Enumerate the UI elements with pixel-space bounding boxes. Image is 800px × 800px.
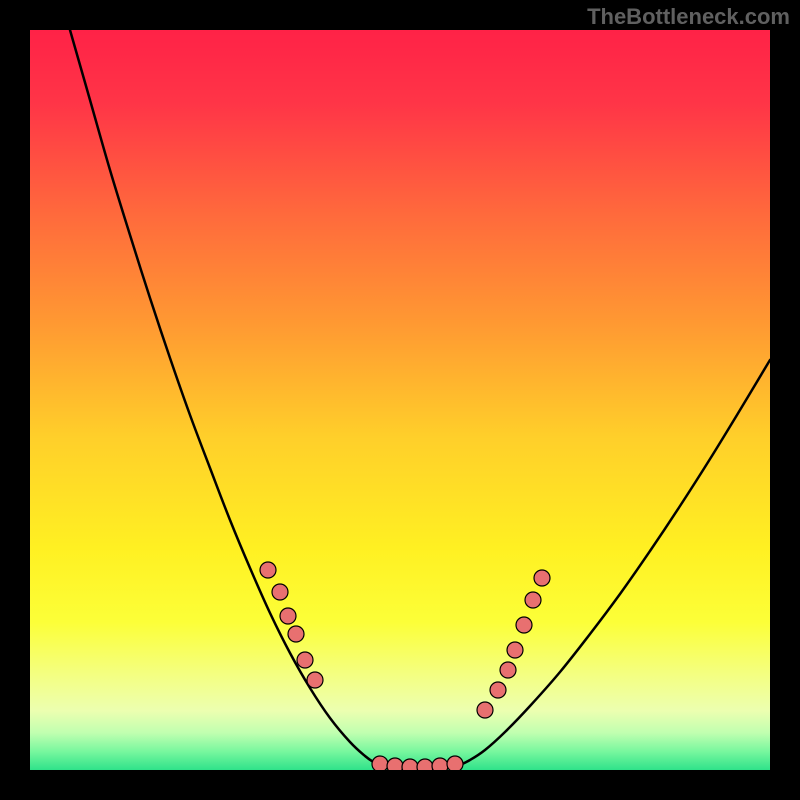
data-point: [272, 584, 288, 600]
data-point: [288, 626, 304, 642]
data-point: [280, 608, 296, 624]
data-point: [387, 758, 403, 770]
data-point: [297, 652, 313, 668]
data-point: [500, 662, 516, 678]
plot-area: [30, 30, 770, 770]
data-point: [477, 702, 493, 718]
data-point: [447, 756, 463, 770]
watermark-text: TheBottleneck.com: [587, 4, 790, 30]
data-point: [402, 759, 418, 770]
performance-curve: [70, 30, 770, 768]
data-point: [534, 570, 550, 586]
data-point: [260, 562, 276, 578]
data-point: [432, 758, 448, 770]
data-point: [507, 642, 523, 658]
data-point: [525, 592, 541, 608]
curve-layer: [30, 30, 770, 770]
data-point: [307, 672, 323, 688]
data-markers: [260, 562, 550, 770]
data-point: [516, 617, 532, 633]
data-point: [417, 759, 433, 770]
data-point: [490, 682, 506, 698]
data-point: [372, 756, 388, 770]
